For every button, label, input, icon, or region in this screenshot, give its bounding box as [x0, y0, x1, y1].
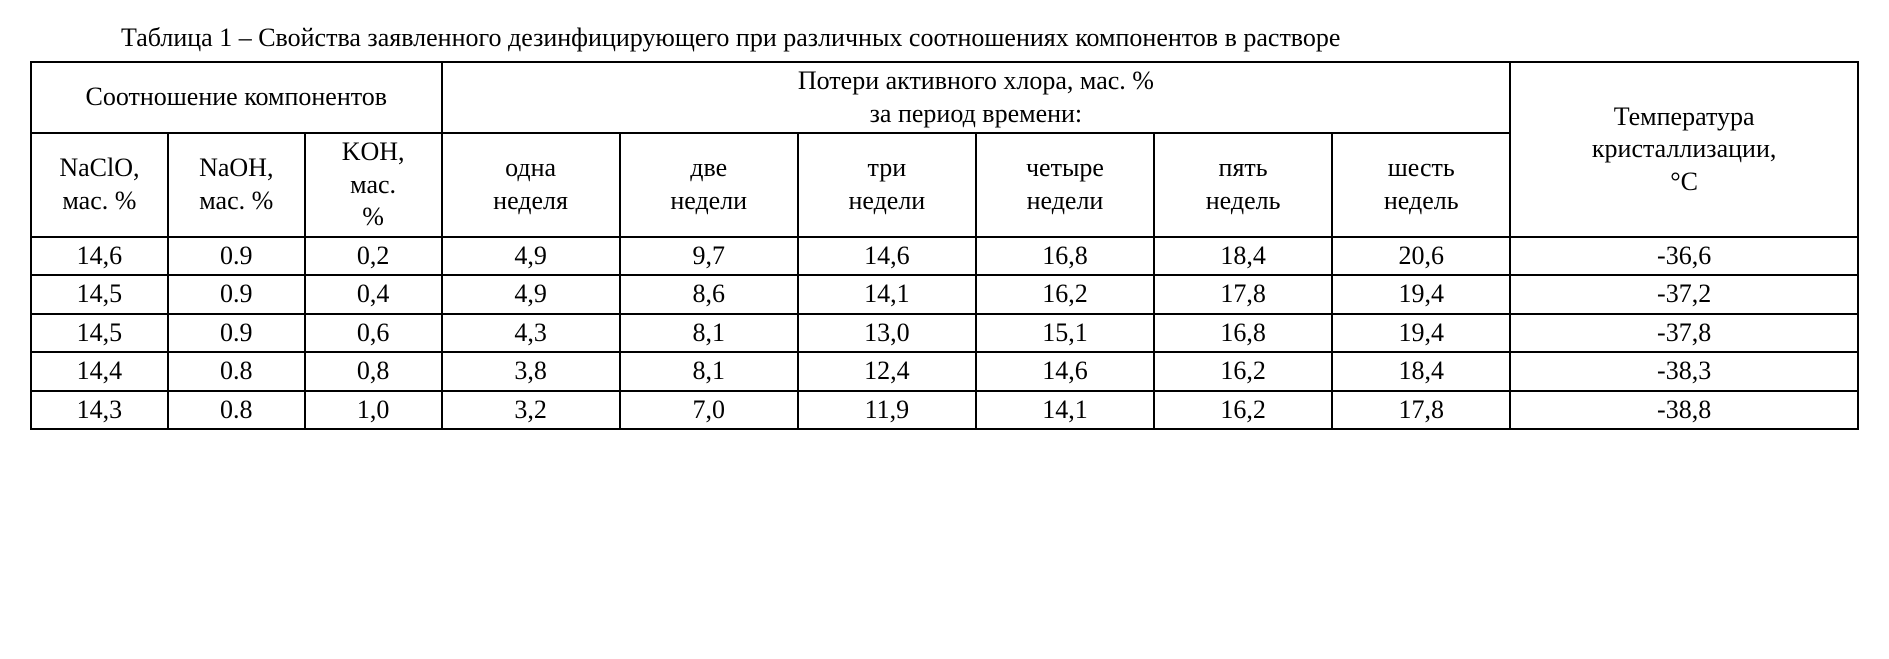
cell-w1: 3,8	[442, 352, 620, 391]
cell-koh: 0,8	[305, 352, 442, 391]
cell-w2: 8,1	[620, 314, 798, 353]
cell-w3: 14,6	[798, 237, 976, 276]
header-koh-l3: %	[362, 202, 384, 231]
header-loss-l2: за период времени:	[870, 99, 1083, 128]
cell-w2: 9,7	[620, 237, 798, 276]
cell-naoh: 0.9	[168, 275, 305, 314]
cell-koh: 0,6	[305, 314, 442, 353]
cell-w5: 18,4	[1154, 237, 1332, 276]
cell-w6: 19,4	[1332, 275, 1510, 314]
cell-w4: 16,8	[976, 237, 1154, 276]
cell-koh: 1,0	[305, 391, 442, 430]
cell-koh: 0,2	[305, 237, 442, 276]
cell-temp: -38,8	[1510, 391, 1858, 430]
cell-w5: 16,2	[1154, 352, 1332, 391]
header-temp-l3: °C	[1670, 167, 1698, 196]
table-row: 14,5 0.9 0,6 4,3 8,1 13,0 15,1 16,8 19,4…	[31, 314, 1858, 353]
cell-w6: 19,4	[1332, 314, 1510, 353]
cell-w5: 17,8	[1154, 275, 1332, 314]
header-w2-l2: недели	[670, 186, 747, 215]
header-w3-l2: недели	[848, 186, 925, 215]
header-w1-l2: неделя	[493, 186, 568, 215]
cell-naclo: 14,5	[31, 275, 168, 314]
cell-naclo: 14,3	[31, 391, 168, 430]
cell-w3: 12,4	[798, 352, 976, 391]
cell-w5: 16,8	[1154, 314, 1332, 353]
header-naclo: NaClO, мас. %	[31, 133, 168, 237]
table-row: 14,3 0.8 1,0 3,2 7,0 11,9 14,1 16,2 17,8…	[31, 391, 1858, 430]
header-w4-l2: недели	[1027, 186, 1104, 215]
header-w5: пять недель	[1154, 133, 1332, 237]
header-naclo-l1: NaClO,	[59, 153, 139, 182]
header-w5-l2: недель	[1206, 186, 1281, 215]
table-row: 14,5 0.9 0,4 4,9 8,6 14,1 16,2 17,8 19,4…	[31, 275, 1858, 314]
header-w6: шесть недель	[1332, 133, 1510, 237]
cell-naoh: 0.8	[168, 352, 305, 391]
table-caption: Таблица 1 – Свойства заявленного дезинфи…	[30, 20, 1859, 55]
cell-temp: -37,8	[1510, 314, 1858, 353]
header-w2: две недели	[620, 133, 798, 237]
header-w5-l1: пять	[1219, 153, 1268, 182]
table-row: 14,4 0.8 0,8 3,8 8,1 12,4 14,6 16,2 18,4…	[31, 352, 1858, 391]
header-w6-l2: недель	[1384, 186, 1459, 215]
cell-temp: -37,2	[1510, 275, 1858, 314]
cell-naoh: 0.8	[168, 391, 305, 430]
header-loss-l1: Потери активного хлора, мас. %	[798, 66, 1154, 95]
header-comp-group-text: Соотношение компонентов	[85, 82, 387, 111]
header-koh: KOH, мас. %	[305, 133, 442, 237]
cell-w1: 4,9	[442, 275, 620, 314]
properties-table: Соотношение компонентов Потери активного…	[30, 61, 1859, 430]
cell-temp: -38,3	[1510, 352, 1858, 391]
header-temp-l1: Температура	[1614, 102, 1755, 131]
cell-w6: 18,4	[1332, 352, 1510, 391]
cell-w4: 14,1	[976, 391, 1154, 430]
header-temp: Температура кристаллизации, °C	[1510, 62, 1858, 237]
cell-naoh: 0.9	[168, 314, 305, 353]
header-naoh: NaOH, мас. %	[168, 133, 305, 237]
cell-naclo: 14,5	[31, 314, 168, 353]
header-w1: одна неделя	[442, 133, 620, 237]
cell-w4: 16,2	[976, 275, 1154, 314]
header-koh-l1: KOH,	[342, 137, 405, 166]
cell-w5: 16,2	[1154, 391, 1332, 430]
cell-w1: 3,2	[442, 391, 620, 430]
cell-w6: 20,6	[1332, 237, 1510, 276]
header-naclo-l2: мас. %	[62, 186, 136, 215]
cell-w2: 8,6	[620, 275, 798, 314]
header-w4: четыре недели	[976, 133, 1154, 237]
header-loss-group: Потери активного хлора, мас. % за период…	[442, 62, 1511, 133]
cell-w4: 14,6	[976, 352, 1154, 391]
cell-temp: -36,6	[1510, 237, 1858, 276]
cell-w4: 15,1	[976, 314, 1154, 353]
header-naoh-l1: NaOH,	[199, 153, 273, 182]
header-temp-l2: кристаллизации,	[1592, 134, 1776, 163]
header-w4-l1: четыре	[1026, 153, 1104, 182]
header-w3-l1: три	[868, 153, 907, 182]
caption-prefix: Таблица 1 –	[121, 23, 258, 52]
cell-w3: 11,9	[798, 391, 976, 430]
header-w6-l1: шесть	[1388, 153, 1455, 182]
cell-naclo: 14,4	[31, 352, 168, 391]
header-naoh-l2: мас. %	[199, 186, 273, 215]
header-w3: три недели	[798, 133, 976, 237]
cell-w1: 4,9	[442, 237, 620, 276]
cell-w2: 8,1	[620, 352, 798, 391]
header-w1-l1: одна	[505, 153, 556, 182]
header-w2-l1: две	[690, 153, 727, 182]
cell-w3: 13,0	[798, 314, 976, 353]
cell-koh: 0,4	[305, 275, 442, 314]
cell-w6: 17,8	[1332, 391, 1510, 430]
caption-text: Свойства заявленного дезинфицирующего пр…	[258, 23, 1340, 52]
header-koh-l2: мас.	[350, 170, 396, 199]
table-row: 14,6 0.9 0,2 4,9 9,7 14,6 16,8 18,4 20,6…	[31, 237, 1858, 276]
table-body: 14,6 0.9 0,2 4,9 9,7 14,6 16,8 18,4 20,6…	[31, 237, 1858, 430]
cell-w1: 4,3	[442, 314, 620, 353]
cell-naoh: 0.9	[168, 237, 305, 276]
cell-naclo: 14,6	[31, 237, 168, 276]
header-row-1: Соотношение компонентов Потери активного…	[31, 62, 1858, 133]
cell-w2: 7,0	[620, 391, 798, 430]
header-comp-group: Соотношение компонентов	[31, 62, 442, 133]
cell-w3: 14,1	[798, 275, 976, 314]
